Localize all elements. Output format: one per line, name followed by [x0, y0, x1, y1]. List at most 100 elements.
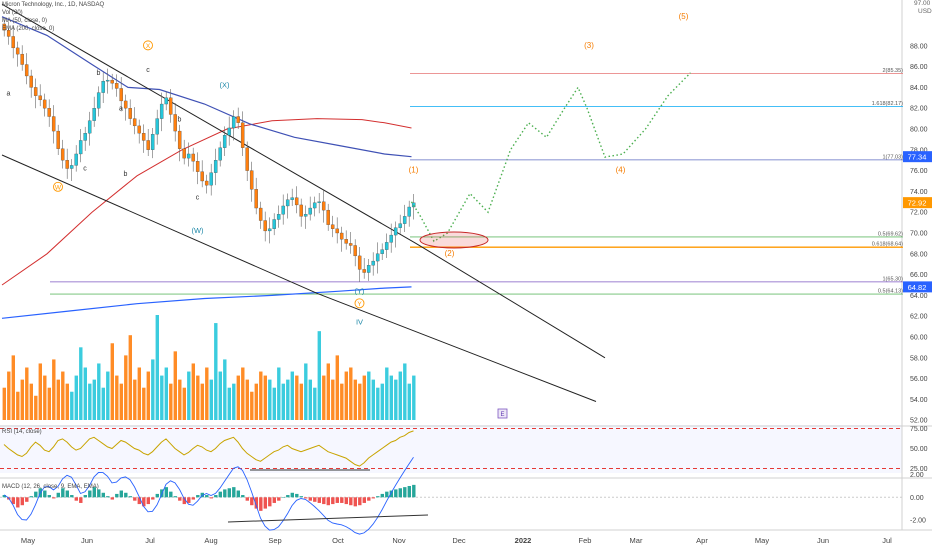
macd-histogram-bar [11, 497, 15, 505]
macd-histogram-bar [196, 495, 200, 498]
macd-histogram-bar [56, 492, 60, 498]
macd-histogram-bar [209, 497, 213, 499]
volume-bar [295, 375, 299, 420]
time-axis-label: Apr [696, 536, 708, 545]
volume-bar [173, 351, 177, 420]
volume-bar [65, 383, 69, 420]
wave-label: a [7, 91, 11, 98]
macd-histogram-bar [403, 487, 407, 498]
candle-body [245, 147, 249, 171]
volume-bar [335, 355, 339, 420]
volume-bar [79, 347, 83, 420]
candle-body [236, 116, 240, 123]
volume-bar [20, 379, 24, 420]
trendline-upper [1, 3, 606, 359]
macd-legend-text: MACD (12, 26, close, 9, EMA, EMA) [2, 484, 99, 490]
macd-histogram-bar [178, 497, 182, 501]
volume-bar [92, 379, 96, 420]
macd-tick-label: 0.00 [910, 495, 924, 502]
candle-body [389, 234, 393, 243]
candle-body [137, 125, 141, 134]
volume-bar [169, 383, 173, 420]
price-tick-label: 76.00 [910, 168, 928, 175]
volume-bar [178, 379, 182, 420]
ma50-line [1, 16, 412, 158]
volume-bar [164, 367, 168, 420]
price-tick-label: 58.00 [910, 355, 928, 362]
volume-bar [128, 335, 132, 420]
candle-body [168, 97, 173, 115]
time-axis-label: 2022 [515, 536, 532, 545]
volume-bar [326, 363, 330, 420]
fib-level-label: 1(65.30) [883, 276, 904, 282]
candle-body [128, 108, 132, 119]
volume-bar [281, 383, 285, 420]
macd-histogram-bar [101, 492, 105, 498]
price-tick-label: 56.00 [910, 376, 928, 383]
candle-body [267, 228, 272, 232]
wave-label-circle [354, 298, 365, 309]
candle-body [173, 114, 177, 132]
fib-level-label: 0.618(68.64) [872, 242, 903, 248]
volume-bar [29, 383, 33, 420]
macd-histogram-bar [218, 491, 222, 498]
candle-body [276, 214, 281, 220]
ma-price-badge-bg [903, 151, 932, 163]
volume-bar [277, 367, 281, 420]
macd-histogram-bar [115, 493, 119, 498]
macd-histogram-bar [367, 497, 371, 501]
candle-body [308, 207, 312, 215]
candle-body [11, 36, 15, 49]
macd-histogram-bar [187, 497, 191, 503]
wave-label: (X) [220, 80, 231, 89]
candle-body [263, 220, 267, 232]
ema200-price-badge: 64.82 [908, 283, 927, 292]
volume-bar [182, 387, 186, 420]
macd-histogram-bar [371, 497, 375, 499]
candle-body [146, 140, 150, 150]
wave-label: a [119, 105, 123, 112]
macd-histogram-bar [133, 497, 137, 501]
time-axis-label: May [755, 536, 769, 545]
volume-bar [16, 391, 20, 420]
candle-body [222, 135, 227, 148]
candle-body [227, 127, 231, 136]
time-axis-label: Mar [630, 536, 643, 545]
ema-legend: EMA (200, close, 0) [2, 26, 55, 32]
candle-body [285, 199, 290, 207]
macd-histogram-bar [308, 497, 312, 501]
candle-body [6, 30, 11, 37]
wave-label: c [146, 67, 150, 74]
candle-body [47, 108, 51, 117]
macd-histogram-bar [29, 496, 33, 498]
volume-bar [308, 379, 312, 420]
candle-body [312, 202, 317, 209]
candle-body [141, 133, 146, 141]
volume-bar [205, 367, 209, 420]
volume-bar [56, 379, 60, 420]
macd-histogram-bar [119, 490, 123, 498]
volume-bar [146, 371, 150, 420]
volume-bar [214, 323, 218, 420]
macd-histogram-bar [16, 497, 20, 508]
time-axis-label: Sep [268, 536, 281, 545]
ema200-price-badge-bg [903, 281, 932, 293]
candle-body [213, 160, 218, 173]
volume-bar [376, 387, 380, 420]
candle-body [119, 88, 123, 102]
candle-body [398, 223, 402, 228]
volume-bar [223, 359, 227, 420]
candle-body [42, 99, 47, 109]
volume-bar [398, 371, 402, 420]
candle-body [29, 75, 33, 88]
macd-histogram-bar [317, 497, 321, 503]
time-axis-label: Jul [882, 536, 892, 545]
price-tick-label: 78.00 [910, 147, 928, 154]
volume-bar [367, 371, 371, 420]
macd-histogram-bar [259, 497, 263, 511]
macd-histogram-bar [335, 497, 339, 503]
candle-body [132, 118, 137, 127]
time-axis-label: Oct [332, 536, 345, 545]
